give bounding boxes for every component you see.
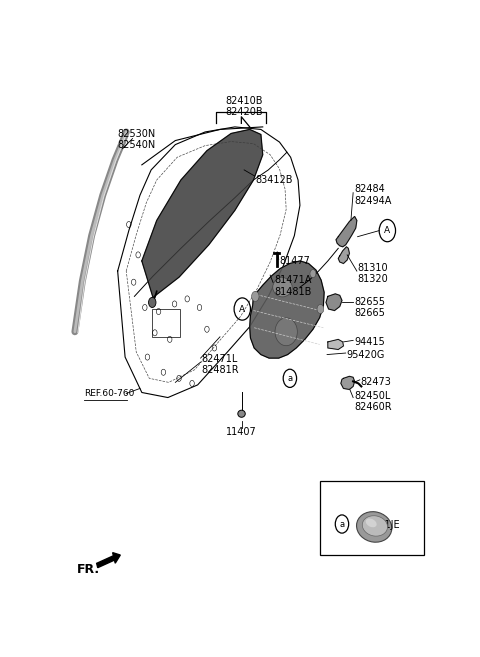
Ellipse shape xyxy=(357,512,392,542)
Text: 82655
82665: 82655 82665 xyxy=(354,297,385,318)
Text: A: A xyxy=(239,305,245,313)
Text: 81310
81320: 81310 81320 xyxy=(358,263,388,284)
Polygon shape xyxy=(328,340,344,350)
Text: 11407: 11407 xyxy=(226,427,257,437)
Polygon shape xyxy=(326,294,342,311)
Circle shape xyxy=(252,291,259,302)
Text: 82450L
82460R: 82450L 82460R xyxy=(354,391,392,413)
Text: 83412B: 83412B xyxy=(255,175,293,185)
Text: 82473: 82473 xyxy=(360,377,392,388)
Text: FR.: FR. xyxy=(77,563,100,576)
Text: 81471A
81481B: 81471A 81481B xyxy=(274,275,311,297)
Text: a: a xyxy=(288,374,292,383)
Circle shape xyxy=(148,298,156,307)
Text: 82484
82494A: 82484 82494A xyxy=(354,185,391,206)
Text: a: a xyxy=(339,520,345,528)
Ellipse shape xyxy=(275,318,297,346)
Ellipse shape xyxy=(238,410,245,417)
FancyArrow shape xyxy=(96,553,120,568)
Text: 82530N
82540N: 82530N 82540N xyxy=(118,129,156,150)
Text: 82471L
82481R: 82471L 82481R xyxy=(202,354,239,375)
Polygon shape xyxy=(341,376,355,390)
Text: 82410B
82420B: 82410B 82420B xyxy=(225,96,263,118)
Bar xyxy=(152,309,180,337)
Polygon shape xyxy=(338,247,349,263)
Text: 81477: 81477 xyxy=(279,256,311,266)
Ellipse shape xyxy=(273,278,292,297)
Text: REF.60-760: REF.60-760 xyxy=(84,389,134,398)
Circle shape xyxy=(317,304,324,313)
Text: A: A xyxy=(384,226,390,235)
Text: 95420G: 95420G xyxy=(347,350,385,359)
Text: 1731JE: 1731JE xyxy=(367,520,400,530)
Ellipse shape xyxy=(362,516,387,536)
Circle shape xyxy=(310,269,316,278)
Polygon shape xyxy=(336,216,357,247)
Ellipse shape xyxy=(366,518,377,528)
Bar xyxy=(321,480,424,555)
Polygon shape xyxy=(142,129,263,298)
Polygon shape xyxy=(250,261,324,358)
Text: 94415: 94415 xyxy=(354,337,384,347)
